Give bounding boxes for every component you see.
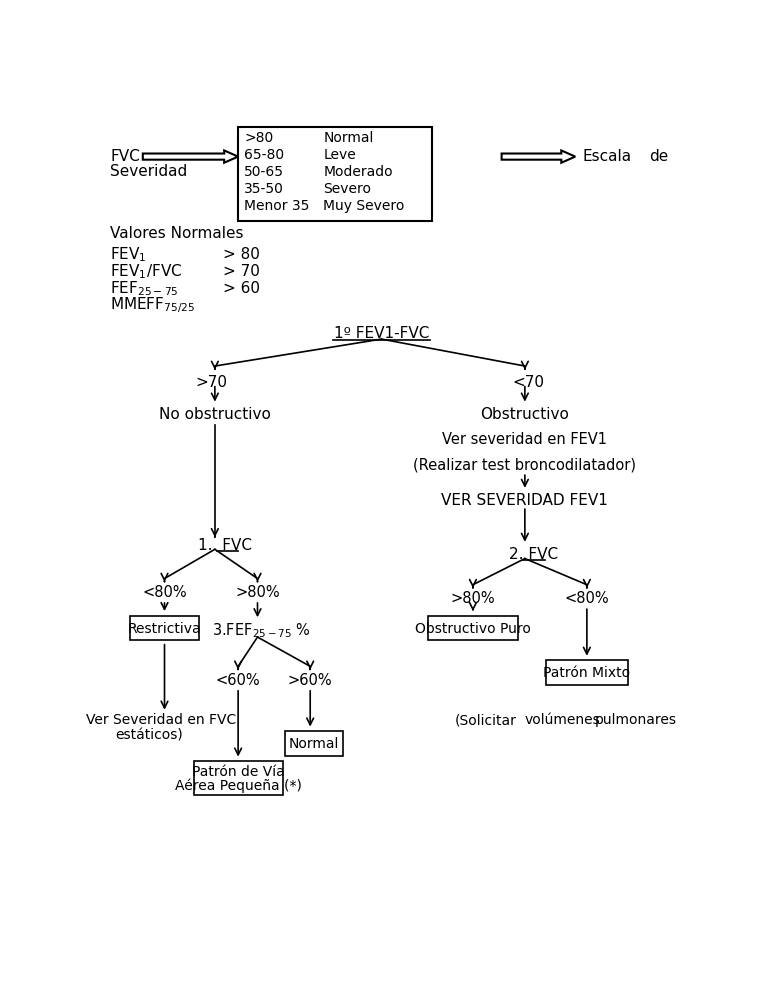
Text: Valores Normales: Valores Normales <box>110 226 244 241</box>
Text: Normal: Normal <box>324 132 374 146</box>
Text: de: de <box>649 150 668 165</box>
Polygon shape <box>143 151 238 163</box>
Text: Normal: Normal <box>289 737 340 751</box>
Text: > 60: > 60 <box>223 281 260 296</box>
Bar <box>238 128 432 221</box>
Bar <box>285 731 343 756</box>
Bar <box>130 615 199 640</box>
Text: 3.FEF$_{25-75}$ %: 3.FEF$_{25-75}$ % <box>212 621 311 640</box>
Text: Ver severidad en FEV1: Ver severidad en FEV1 <box>443 432 607 447</box>
Text: FEV$_1$/FVC: FEV$_1$/FVC <box>110 262 183 281</box>
Text: 65-80: 65-80 <box>244 149 284 163</box>
Text: >80%: >80% <box>451 591 495 606</box>
Text: FVC: FVC <box>110 150 140 165</box>
Text: Muy Severo: Muy Severo <box>324 198 405 213</box>
Text: volúmenes: volúmenes <box>525 713 600 727</box>
Text: Ver Severidad en FVC: Ver Severidad en FVC <box>86 713 236 727</box>
Text: 50-65: 50-65 <box>244 165 284 179</box>
Text: 1º FEV1-FVC: 1º FEV1-FVC <box>334 326 429 341</box>
Text: <60%: <60% <box>216 673 261 688</box>
Text: Moderado: Moderado <box>324 165 393 179</box>
Text: VER SEVERIDAD FEV1: VER SEVERIDAD FEV1 <box>441 494 609 508</box>
Bar <box>428 615 518 640</box>
Text: Severidad: Severidad <box>110 165 187 179</box>
Text: Severo: Severo <box>324 181 371 196</box>
Text: >60%: >60% <box>288 673 333 688</box>
Text: MMEFF$_{75/25}$: MMEFF$_{75/25}$ <box>110 295 196 315</box>
Text: FEV$_1$: FEV$_1$ <box>110 245 147 264</box>
Text: > 80: > 80 <box>223 247 259 262</box>
Text: >70: >70 <box>195 376 227 391</box>
Text: >80: >80 <box>244 132 274 146</box>
Text: Obstructivo: Obstructivo <box>481 407 569 422</box>
Text: estáticos): estáticos) <box>115 729 183 743</box>
Text: Obstructivo Puro: Obstructivo Puro <box>415 621 531 636</box>
Text: FEF$_{25-75}$: FEF$_{25-75}$ <box>110 279 179 298</box>
Text: Leve: Leve <box>324 149 356 163</box>
Text: Escala: Escala <box>583 150 632 165</box>
Text: > 70: > 70 <box>223 264 259 279</box>
Text: Aérea Pequeña (*): Aérea Pequeña (*) <box>174 779 302 793</box>
Text: >80%: >80% <box>235 585 280 600</box>
Polygon shape <box>502 151 575 163</box>
Text: pulmonares: pulmonares <box>594 713 677 727</box>
Bar <box>193 761 283 795</box>
Bar <box>547 660 628 685</box>
Text: <80%: <80% <box>143 585 186 600</box>
Text: Menor 35: Menor 35 <box>244 198 310 213</box>
Text: <80%: <80% <box>565 591 609 606</box>
Text: <70: <70 <box>512 376 545 391</box>
Text: Restrictiva: Restrictiva <box>127 621 202 636</box>
Text: No obstructivo: No obstructivo <box>159 407 271 422</box>
Text: 2. FVC: 2. FVC <box>509 547 559 562</box>
Text: Patrón de Vía: Patrón de Vía <box>192 765 284 779</box>
Text: 35-50: 35-50 <box>244 181 284 196</box>
Text: (Realizar test broncodilatador): (Realizar test broncodilatador) <box>413 457 637 473</box>
Text: Patrón Mixto: Patrón Mixto <box>543 666 631 680</box>
Text: (Solicitar: (Solicitar <box>455 713 517 727</box>
Text: 1.  FVC: 1. FVC <box>198 538 252 553</box>
